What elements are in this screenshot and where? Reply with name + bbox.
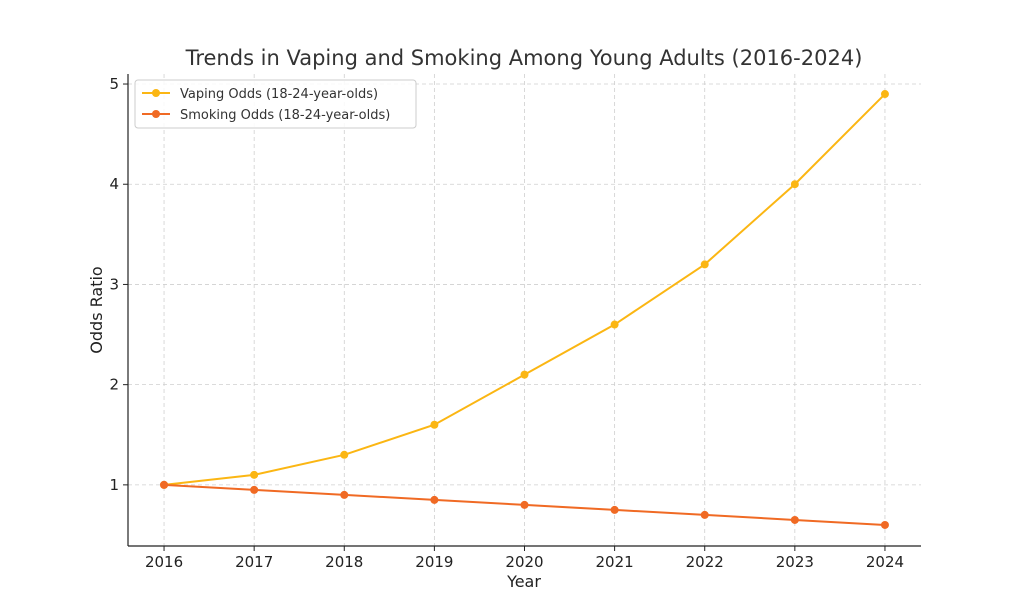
x-tick-label: 2020 xyxy=(505,553,543,571)
grid xyxy=(128,74,921,546)
legend-box xyxy=(134,79,417,129)
x-tick-label: 2017 xyxy=(235,553,273,571)
data-point-0-1 xyxy=(250,470,259,479)
x-tick-label: 2018 xyxy=(325,553,363,571)
data-point-0-6 xyxy=(700,260,709,269)
y-tick-label: 4 xyxy=(109,175,119,193)
data-point-1-2 xyxy=(340,490,349,499)
y-tick-label: 1 xyxy=(109,476,119,494)
data-point-1-3 xyxy=(430,495,439,504)
y-tick-label: 3 xyxy=(109,275,119,293)
ticks: 2016 2017 2018 2019 2020 2021 2022 2023 2024 1 2 3 4… xyxy=(109,75,904,571)
data-point-1-5 xyxy=(610,505,619,514)
legend: Vaping Odds (18-24-year-olds) Smoking Od… xyxy=(134,79,417,129)
data-point-0-2 xyxy=(340,450,349,459)
x-tick-label: 2022 xyxy=(686,553,724,571)
data-point-0-4 xyxy=(520,370,529,379)
data-point-0-3 xyxy=(430,420,439,429)
x-tick-label: 2019 xyxy=(415,553,453,571)
data-point-1-4 xyxy=(520,500,529,509)
series xyxy=(160,90,889,529)
y-tick-label: 5 xyxy=(109,75,119,93)
x-tick-label: 2016 xyxy=(145,553,183,571)
x-tick-label: 2023 xyxy=(776,553,814,571)
y-tick-label: 2 xyxy=(109,376,119,394)
x-tick-label: 2021 xyxy=(596,553,634,571)
legend-label-vaping: Vaping Odds (18-24-year-olds) xyxy=(180,87,378,102)
legend-label-smoking: Smoking Odds (18-24-year-olds) xyxy=(180,108,390,123)
x-axis-label: Year xyxy=(506,572,541,591)
legend-marker-smoking xyxy=(152,110,160,118)
chart-title: Trends in Vaping and Smoking Among Young… xyxy=(185,46,863,70)
data-point-1-6 xyxy=(700,510,709,519)
data-point-0-7 xyxy=(790,180,799,189)
data-point-1-0 xyxy=(160,480,169,489)
data-point-0-5 xyxy=(610,320,619,329)
legend-marker-vaping xyxy=(152,89,160,97)
x-tick-label: 2024 xyxy=(866,553,904,571)
data-point-1-7 xyxy=(790,515,799,524)
data-point-1-8 xyxy=(880,520,889,529)
data-point-1-1 xyxy=(250,485,259,494)
y-axis-label: Odds Ratio xyxy=(87,266,106,353)
data-point-0-8 xyxy=(880,90,889,99)
